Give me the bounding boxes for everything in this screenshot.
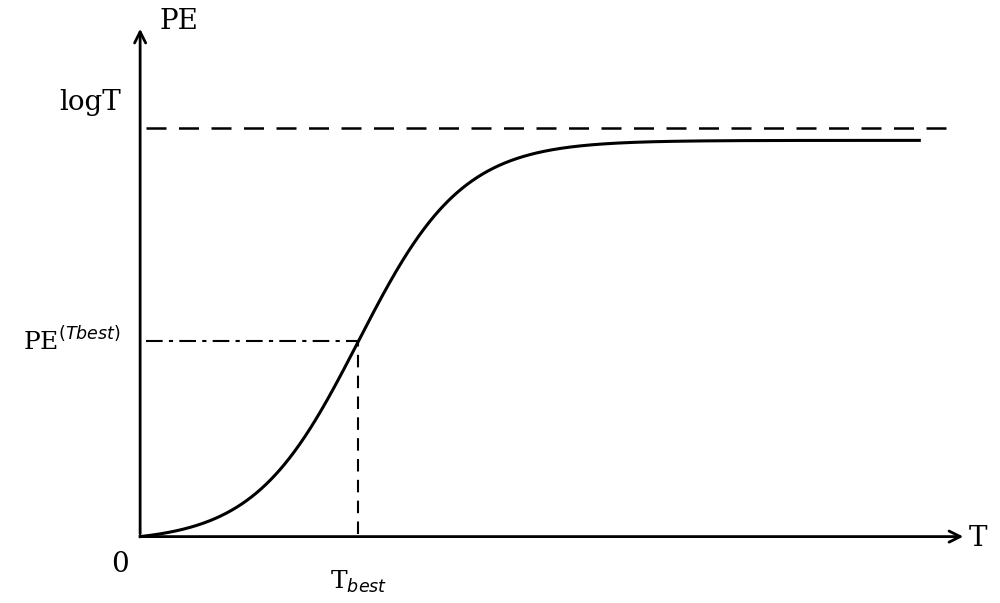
Text: T$_{best}$: T$_{best}$ — [330, 569, 387, 595]
Text: T: T — [968, 525, 987, 552]
Text: 0: 0 — [111, 551, 128, 578]
Text: logT: logT — [59, 89, 121, 116]
Text: PE$^{(Tbest)}$: PE$^{(Tbest)}$ — [23, 327, 121, 356]
Text: PE: PE — [160, 8, 198, 35]
